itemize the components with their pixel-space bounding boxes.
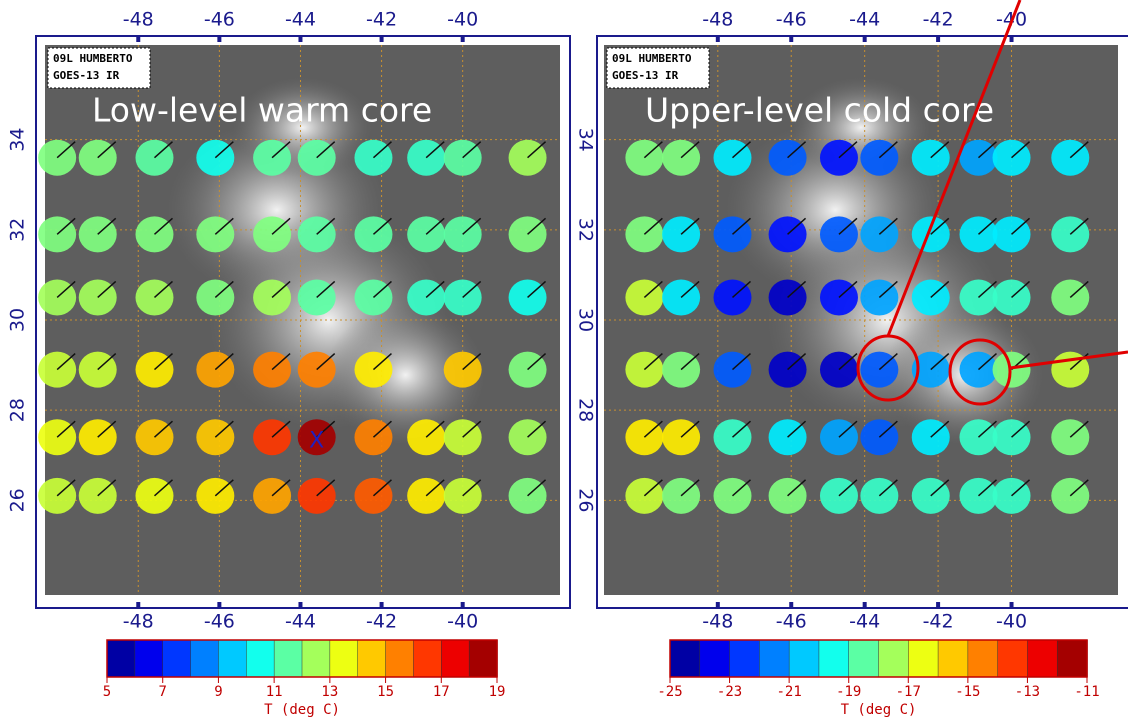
colorbar-tick-label: 13 — [321, 684, 338, 700]
colorbar-band — [191, 640, 219, 677]
x-tick-label: -48 — [123, 9, 154, 31]
colorbar-band — [849, 640, 879, 677]
colorbar-band — [700, 640, 730, 677]
colorbar-band — [1057, 640, 1087, 677]
satellite-label: GOES-13 IR — [53, 69, 120, 82]
colorbar-band — [1027, 640, 1057, 677]
colorbar-tick-label: -25 — [657, 684, 682, 700]
storm-label: 09L HUMBERTO — [612, 52, 692, 65]
y-tick-label: 28 — [7, 398, 29, 422]
x-tick-label: -46 — [776, 9, 807, 31]
colorbar-band — [107, 640, 135, 677]
x-tick-label: -40 — [447, 611, 478, 633]
x-tick-label: -42 — [923, 611, 954, 633]
colorbar-band — [163, 640, 191, 677]
x-tick-label: -48 — [702, 9, 733, 31]
y-tick-label: 30 — [575, 308, 597, 332]
colorbar-band — [938, 640, 968, 677]
colorbar-band — [998, 640, 1028, 677]
colorbar-band — [670, 640, 700, 677]
colorbar-tick-label: 11 — [266, 684, 283, 700]
colorbar-tick-label: 19 — [489, 684, 506, 700]
x-tick-label: -42 — [366, 9, 397, 31]
x-tick-label: -48 — [123, 611, 154, 633]
colorbar-band — [413, 640, 441, 677]
figure: -48 -48 -46 -46 -44 -44 -42 -42 -40 -40 26 26 28 28 30… — [0, 0, 1128, 720]
colorbar-band — [968, 640, 998, 677]
colorbar-tick-label: 7 — [158, 684, 166, 700]
colorbar-band — [819, 640, 849, 677]
colorbar-band — [274, 640, 302, 677]
y-tick-label: 26 — [575, 488, 597, 512]
colorbar-band — [135, 640, 163, 677]
colorbar-band — [218, 640, 246, 677]
colorbar-tick-label: -19 — [836, 684, 861, 700]
x-tick-label: -46 — [204, 611, 235, 633]
panel-title: Upper-level cold core — [645, 91, 994, 130]
colorbar-band — [330, 640, 358, 677]
x-tick-label: -44 — [849, 9, 880, 31]
y-tick-label: 30 — [7, 308, 29, 332]
y-tick-label: 28 — [575, 398, 597, 422]
colorbar-band — [441, 640, 469, 677]
colorbar-band — [246, 640, 274, 677]
x-tick-label: -46 — [204, 9, 235, 31]
colorbar-tick-label: -17 — [896, 684, 921, 700]
x-tick-label: -40 — [996, 611, 1027, 633]
colorbar-tick-label: -23 — [717, 684, 742, 700]
colorbar-band — [908, 640, 938, 677]
colorbar-tick-label: 9 — [214, 684, 222, 700]
colorbar-tick-label: -15 — [955, 684, 980, 700]
colorbar-tick-label: -21 — [776, 684, 801, 700]
storm-label: 09L HUMBERTO — [53, 52, 133, 65]
satellite-label: GOES-13 IR — [612, 69, 679, 82]
colorbar-tick-label: 5 — [103, 684, 111, 700]
colorbar-tick-label: -13 — [1015, 684, 1040, 700]
x-tick-label: -48 — [702, 611, 733, 633]
y-tick-label: 26 — [7, 488, 29, 512]
colorbar-tick-label: -11 — [1074, 684, 1099, 700]
y-tick-label: 34 — [7, 128, 29, 152]
y-tick-label: 32 — [575, 218, 597, 242]
colorbar-band — [789, 640, 819, 677]
colorbar-band — [730, 640, 760, 677]
y-tick-label: 32 — [7, 218, 29, 242]
colorbar-band — [469, 640, 497, 677]
panel-title: Low-level warm core — [92, 91, 432, 130]
colorbar-tick-label: 15 — [377, 684, 394, 700]
colorbar-tick-label: 17 — [433, 684, 450, 700]
x-tick-label: -44 — [849, 611, 880, 633]
colorbar-band — [358, 640, 386, 677]
colorbar-label: T (deg C) — [841, 702, 917, 718]
x-tick-label: -42 — [923, 9, 954, 31]
x-tick-label: -44 — [285, 611, 316, 633]
y-tick-label: 34 — [575, 128, 597, 152]
colorbar-band — [879, 640, 909, 677]
colorbar-band — [759, 640, 789, 677]
center-mark: X — [309, 429, 324, 454]
x-tick-label: -44 — [285, 9, 316, 31]
x-tick-label: -42 — [366, 611, 397, 633]
x-tick-label: -40 — [447, 9, 478, 31]
x-tick-label: -46 — [776, 611, 807, 633]
colorbar-band — [386, 640, 414, 677]
colorbar-label: T (deg C) — [264, 702, 340, 718]
colorbar-band — [302, 640, 330, 677]
